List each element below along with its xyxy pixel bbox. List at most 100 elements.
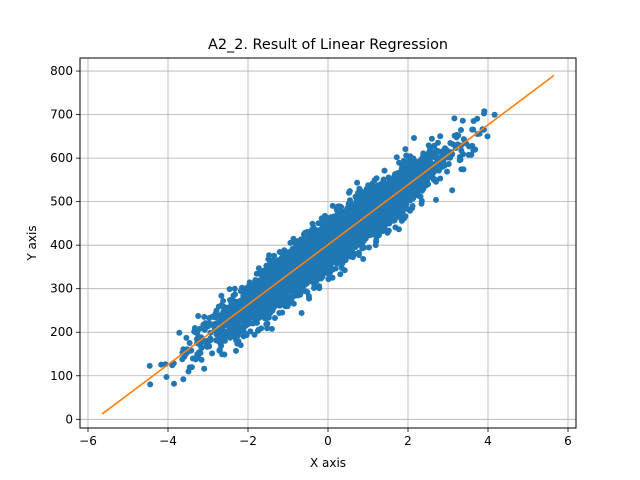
scatter-point — [346, 189, 352, 196]
scatter-point — [484, 133, 491, 140]
scatter-point — [195, 313, 202, 319]
x-tick-label: −6 — [79, 434, 97, 448]
scatter-point — [427, 157, 433, 164]
x-axis-label: X axis — [310, 456, 346, 470]
scatter-point — [397, 200, 404, 207]
scatter-point — [309, 230, 316, 236]
scatter-point — [429, 165, 436, 172]
scatter-point — [204, 342, 211, 349]
scatter-point — [253, 304, 260, 311]
scatter-point — [193, 354, 199, 361]
scatter-point — [237, 288, 244, 295]
scatter-point — [433, 196, 439, 203]
scatter-point — [251, 331, 258, 338]
scatter-point — [147, 381, 154, 388]
scatter-point — [380, 216, 387, 223]
scatter-point — [252, 277, 259, 284]
scatter-point — [355, 252, 362, 258]
y-tick-label: 700 — [50, 108, 73, 122]
scatter-point — [312, 264, 319, 271]
y-tick-label: 800 — [50, 64, 73, 78]
scatter-point — [427, 144, 434, 151]
scatter-point — [298, 310, 305, 316]
grid-lines — [80, 58, 576, 428]
scatter-point — [271, 315, 278, 321]
scatter-point — [305, 232, 312, 239]
scatter-point — [276, 302, 283, 309]
scatter-point — [309, 220, 316, 227]
scatter-point — [179, 356, 186, 363]
scatter-point — [470, 118, 477, 124]
scatter-point — [298, 267, 305, 273]
scatter-point — [401, 186, 408, 192]
scatter-point — [229, 298, 236, 305]
scatter-point — [342, 257, 349, 264]
scatter-point — [392, 224, 399, 231]
scatter-point — [280, 250, 287, 257]
scatter-point — [287, 239, 294, 246]
scatter-point — [266, 252, 273, 259]
x-tick-label: 0 — [324, 434, 332, 448]
x-tick-label: 4 — [484, 434, 492, 448]
scatter-point — [388, 195, 395, 202]
scatter-point — [211, 321, 218, 328]
scatter-point — [289, 260, 295, 267]
scatter-point — [290, 284, 297, 291]
scatter-point — [316, 285, 323, 292]
scatter-point — [221, 311, 228, 318]
scatter-point — [267, 293, 274, 300]
scatter-point — [248, 291, 255, 298]
scatter-point — [251, 286, 258, 293]
scatter-point — [373, 207, 379, 214]
scatter-point — [285, 282, 292, 289]
scatter-point — [264, 325, 271, 332]
scatter-point — [423, 164, 429, 171]
scatter-point — [412, 161, 419, 168]
scatter-point — [344, 205, 351, 211]
scatter-point — [328, 226, 335, 232]
scatter-point — [344, 252, 351, 259]
scatter-point — [405, 176, 412, 183]
scatter-point — [241, 317, 247, 324]
scatter-point — [327, 216, 334, 223]
scatter-point — [384, 212, 391, 219]
scatter-point — [371, 215, 378, 222]
scatter-point — [376, 226, 383, 233]
scatter-point — [293, 280, 300, 287]
scatter-point — [232, 291, 238, 298]
scatter-point — [287, 265, 294, 272]
scatter-point — [329, 266, 336, 273]
chart-title: A2_2. Result of Linear Regression — [208, 37, 448, 53]
scatter-point — [394, 182, 400, 189]
scatter-point — [420, 177, 427, 184]
scatter-point — [315, 274, 322, 281]
scatter-point — [270, 305, 277, 312]
scatter-point — [201, 365, 208, 372]
scatter-point — [302, 245, 309, 252]
scatter-point — [296, 255, 303, 261]
scatter-point — [264, 265, 271, 272]
scatter-point — [432, 154, 439, 161]
scatter-point — [268, 325, 275, 332]
scatter-point — [253, 270, 260, 277]
scatter-point — [310, 256, 317, 263]
scatter-point — [183, 334, 190, 341]
scatter-point — [197, 350, 204, 356]
scatter-point — [456, 157, 463, 164]
scatter-point — [337, 271, 344, 278]
scatter-point — [411, 135, 417, 141]
scatter-point — [220, 297, 227, 304]
scatter-point — [323, 262, 330, 269]
scatter-point — [180, 376, 187, 383]
y-tick-label: 600 — [50, 151, 73, 165]
scatter-point — [327, 252, 334, 258]
scatter-point — [265, 312, 272, 319]
scatter-point — [382, 226, 389, 233]
scatter-point — [229, 304, 236, 311]
x-tick-label: 6 — [564, 434, 572, 448]
y-tick-label: 400 — [50, 238, 73, 252]
scatter-point — [458, 147, 465, 154]
scatter-point — [240, 322, 247, 329]
scatter-point — [373, 221, 380, 228]
